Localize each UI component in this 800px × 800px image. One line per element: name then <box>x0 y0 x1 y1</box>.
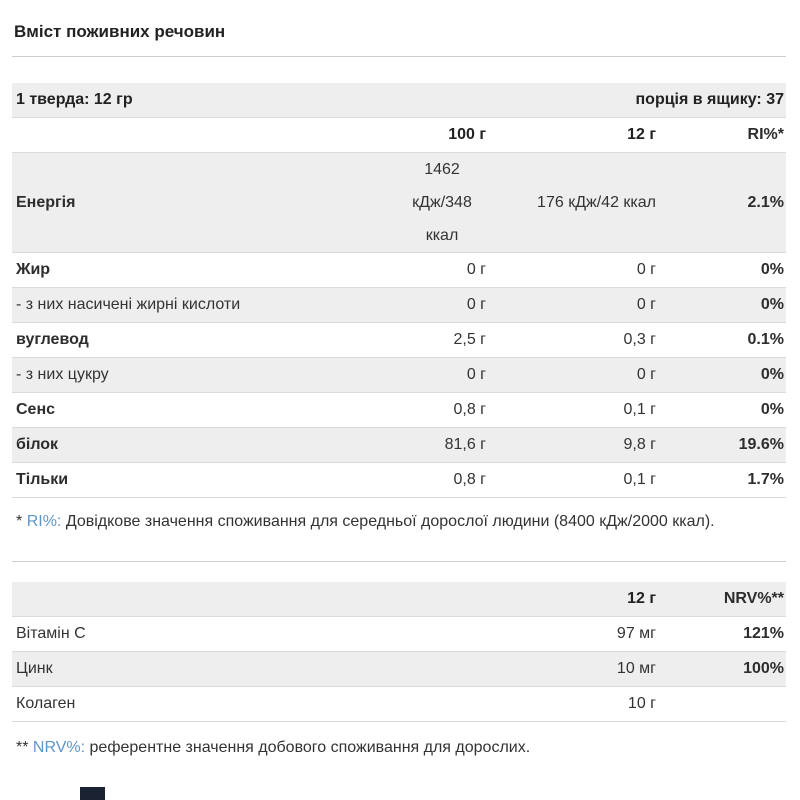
value-12g: 0 г <box>636 261 656 278</box>
table-row-sugars: - з них цукру 0 г 0 г 0% <box>12 358 786 393</box>
table-row-fat: Жир 0 г 0 г 0% <box>12 253 786 288</box>
nutrient-label: Колаген <box>16 695 76 712</box>
serving-size-label: 1 тверда: 12 гр <box>16 91 133 108</box>
value-ri: 0% <box>760 401 784 418</box>
value-12g: 0,3 г <box>623 331 656 348</box>
energy-wrapped-value: 1462 кДж/348 ккал <box>412 161 472 244</box>
nutrient-label: Вітамін C <box>16 625 86 642</box>
value-100g: 0,8 г <box>453 401 486 418</box>
value-12g: 0,1 г <box>623 471 656 488</box>
nrv-footnote-term: NRV%: <box>32 739 86 756</box>
ri-footnote-marker: * <box>16 513 23 530</box>
nutrient-label: білок <box>16 436 59 453</box>
section-divider <box>12 561 786 562</box>
value-100g: 0 г <box>466 261 486 278</box>
value-12g: 9,8 г <box>623 436 656 453</box>
column-header-100g: 100 г <box>448 126 486 143</box>
value-ri: 0% <box>760 366 784 383</box>
nutrient-label: Цинк <box>16 660 53 677</box>
value-ri: 19.6% <box>738 436 784 453</box>
value-100g: 2,5 г <box>453 331 486 348</box>
value-100g: 0 г <box>466 296 486 313</box>
column-header-12g: 12 г <box>627 126 656 143</box>
nrv-footnote-text: референтне значення добового споживання … <box>89 739 531 756</box>
value-12g: 176 кДж/42 ккал <box>537 193 656 211</box>
page-title: Вміст поживних речовин <box>12 14 786 57</box>
value-ri: 0.1% <box>747 331 784 348</box>
column-header-nrv: NRV%** <box>723 590 784 607</box>
column-header-row: 100 г 12 г RI%* <box>12 118 786 153</box>
nutrient-label: Тільки <box>16 471 69 488</box>
nrv-footnote: ** NRV%: референтне значення добового сп… <box>12 722 786 761</box>
nutrient-label: Сенс <box>16 401 56 418</box>
column-header-row-2: 12 г NRV%** <box>12 582 786 617</box>
value-12g: 0,1 г <box>623 401 656 418</box>
value-ri: 0% <box>760 261 784 278</box>
value-ri: 2.1% <box>747 193 784 211</box>
value-12g: 0 г <box>636 296 656 313</box>
nrv-footnote-marker: ** <box>16 739 29 756</box>
column-header-12g-2: 12 г <box>627 590 656 607</box>
value-ri: 1.7% <box>747 471 784 488</box>
table-row-saturated-fat: - з них насичені жирні кислоти 0 г 0 г 0… <box>12 288 786 323</box>
value-nrv: 100% <box>743 660 784 677</box>
ri-footnote-text: Довідкове значення споживання для середн… <box>65 513 715 530</box>
serving-row: 1 тверда: 12 гр порція в ящику: 37 <box>12 83 786 118</box>
value-100g: 0 г <box>466 366 486 383</box>
table-row-tilky: Тільки 0,8 г 0,1 г 1.7% <box>12 463 786 498</box>
table-row-sens: Сенс 0,8 г 0,1 г 0% <box>12 393 786 428</box>
nutrient-label: Енергія <box>16 193 76 211</box>
value-100g: 81,6 г <box>444 436 486 453</box>
servings-per-box-label: порція в ящику: 37 <box>635 91 785 108</box>
table-row-vitamin-c: Вітамін C 97 мг 121% <box>12 617 786 652</box>
table-row-energy: Енергія 1462 кДж/348 ккал 176 кДж/42 кка… <box>12 153 786 253</box>
table-row-protein: білок 81,6 г 9,8 г 19.6% <box>12 428 786 463</box>
nutrient-label: - з них насичені жирні кислоти <box>16 296 241 313</box>
column-header-ri: RI%* <box>747 126 784 143</box>
ri-footnote-term: RI%: <box>26 513 62 530</box>
value-12g: 10 г <box>627 695 656 712</box>
nutrient-label: Жир <box>16 261 51 278</box>
value-ri: 0% <box>760 296 784 313</box>
cropped-image-fragment <box>80 787 105 800</box>
nutrient-label: - з них цукру <box>16 366 109 383</box>
value-12g: 10 мг <box>616 660 656 677</box>
ri-footnote: * RI%: Довідкове значення споживання для… <box>12 498 786 549</box>
nutrition-table-vitamins: 12 г NRV%** Вітамін C 97 мг 121% Цинк 10… <box>12 582 786 722</box>
value-100g: 0,8 г <box>453 471 486 488</box>
value-12g: 97 мг <box>616 625 656 642</box>
nutrient-label: вуглевод <box>16 331 89 348</box>
value-100g: 1462 кДж/348 ккал <box>296 153 486 252</box>
value-nrv: 121% <box>743 625 784 642</box>
table-row-collagen: Колаген 10 г <box>12 687 786 722</box>
table-row-carbohydrate: вуглевод 2,5 г 0,3 г 0.1% <box>12 323 786 358</box>
nutrition-table-main: 1 тверда: 12 гр порція в ящику: 37 100 г… <box>12 83 786 498</box>
table-row-zinc: Цинк 10 мг 100% <box>12 652 786 687</box>
value-12g: 0 г <box>636 366 656 383</box>
